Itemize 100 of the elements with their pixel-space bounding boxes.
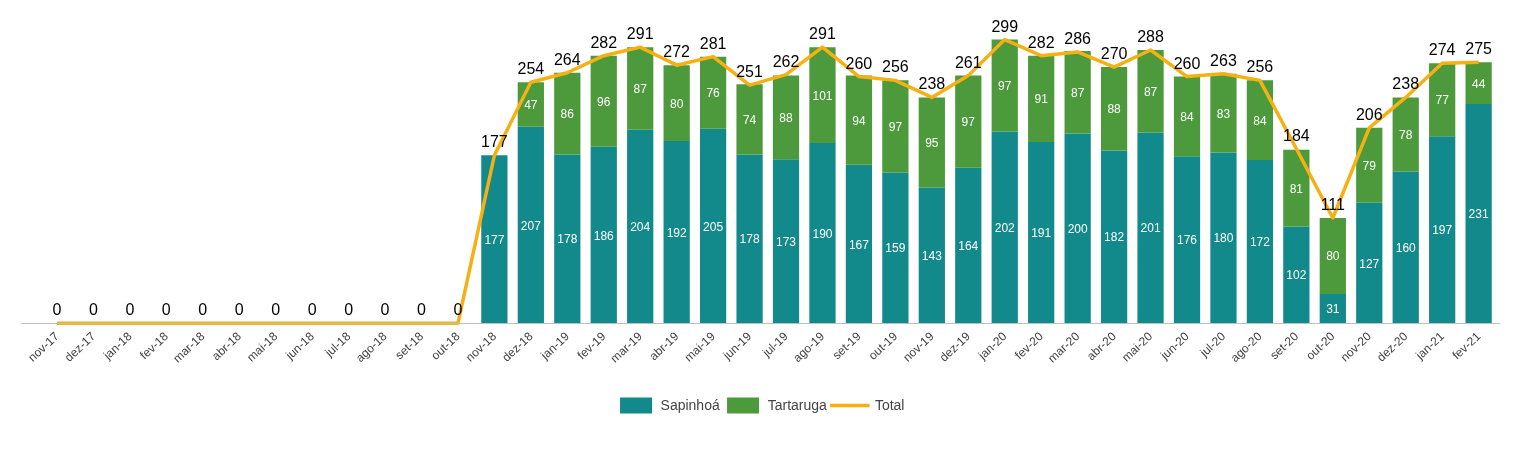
data-label: 172 [1249,235,1271,250]
bar [554,72,581,155]
data-label: 101 [812,88,833,103]
bar [918,97,945,188]
data-label: 159 [885,241,906,256]
data-label: 288 [1137,27,1164,45]
data-label: 88 [779,110,794,125]
data-label: 178 [739,232,760,247]
bar [1465,104,1492,324]
data-label: 281 [699,34,727,52]
legend-label: Total [874,397,905,413]
bar [1246,160,1274,324]
bar [517,126,544,324]
bar [590,146,617,324]
bar [1429,136,1456,324]
data-label: 47 [524,98,538,113]
data-label: 0 [198,301,208,319]
data-label: 282 [1027,33,1055,51]
data-label: 256 [1246,58,1274,76]
bar [1210,152,1237,324]
data-label: 0 [307,301,317,319]
data-label: 263 [1210,51,1237,69]
data-label: 291 [809,25,836,43]
data-label: 74 [742,112,757,127]
data-label: 81 [1289,181,1304,196]
data-label: 254 [517,60,545,78]
bar [845,75,873,165]
bar [590,55,617,147]
bar [772,159,800,324]
bar [1429,63,1456,137]
data-label: 44 [1471,76,1486,91]
data-label: 291 [626,25,654,43]
data-label: 275 [1465,40,1493,58]
data-label: 0 [125,301,135,319]
data-label: 83 [1216,106,1231,121]
bar [699,56,727,129]
bar [1100,67,1128,151]
data-label: 31 [1326,302,1340,317]
data-label: 0 [52,301,62,319]
bar [1210,73,1237,153]
data-label: 160 [1395,240,1417,255]
data-label: 164 [958,239,979,254]
data-label: 176 [1176,233,1198,248]
data-label: 286 [1064,29,1092,47]
data-label: 87 [633,81,648,96]
data-label: 91 [1034,92,1049,107]
data-label: 84 [1253,113,1267,128]
bar [809,143,836,324]
data-label: 87 [1143,84,1158,99]
data-label: 87 [1070,85,1085,100]
data-label: 97 [888,119,903,134]
data-label: 238 [1392,75,1420,93]
bar [1319,217,1346,294]
bar [1246,80,1274,161]
data-label: 274 [1428,41,1456,59]
data-label: 0 [161,301,171,319]
data-label: 197 [1432,223,1453,238]
data-label: 167 [848,237,870,252]
data-label: 77 [1435,93,1450,108]
data-label: 270 [1100,45,1128,63]
bar [882,172,909,324]
data-label: 256 [882,58,909,76]
data-label: 79 [1362,158,1377,173]
data-label: 0 [88,301,98,319]
data-label: 200 [1067,221,1088,236]
data-label: 272 [663,43,691,61]
bar [991,131,1018,324]
data-label: 0 [344,301,354,319]
bar [1392,97,1419,172]
bar [918,187,945,324]
data-label: 205 [703,219,724,234]
data-label: 251 [736,63,764,81]
bar [809,47,836,144]
data-label: 96 [597,94,611,109]
data-label: 231 [1468,207,1489,222]
data-label: 206 [1355,105,1383,123]
bar [736,84,763,155]
bar [1356,202,1383,324]
data-label: 95 [925,136,939,151]
bar [1283,226,1310,324]
data-label: 182 [1104,230,1125,245]
data-label: 127 [1359,256,1380,271]
bar [1064,133,1091,324]
data-label: 264 [553,50,581,68]
bar [1028,55,1055,143]
data-label: 260 [1173,54,1201,72]
data-label: 260 [845,54,873,72]
data-label: 173 [776,234,797,249]
data-label: 143 [921,248,943,263]
data-label: 190 [812,226,833,241]
bar [554,154,581,324]
data-label: 178 [557,232,578,247]
bar [736,154,763,324]
bar [1173,76,1201,157]
data-label: 186 [593,228,615,243]
data-label: 88 [1107,102,1122,117]
data-label: 262 [772,52,800,70]
bar [481,155,508,324]
bar [1392,171,1419,324]
data-label: 76 [706,86,721,101]
